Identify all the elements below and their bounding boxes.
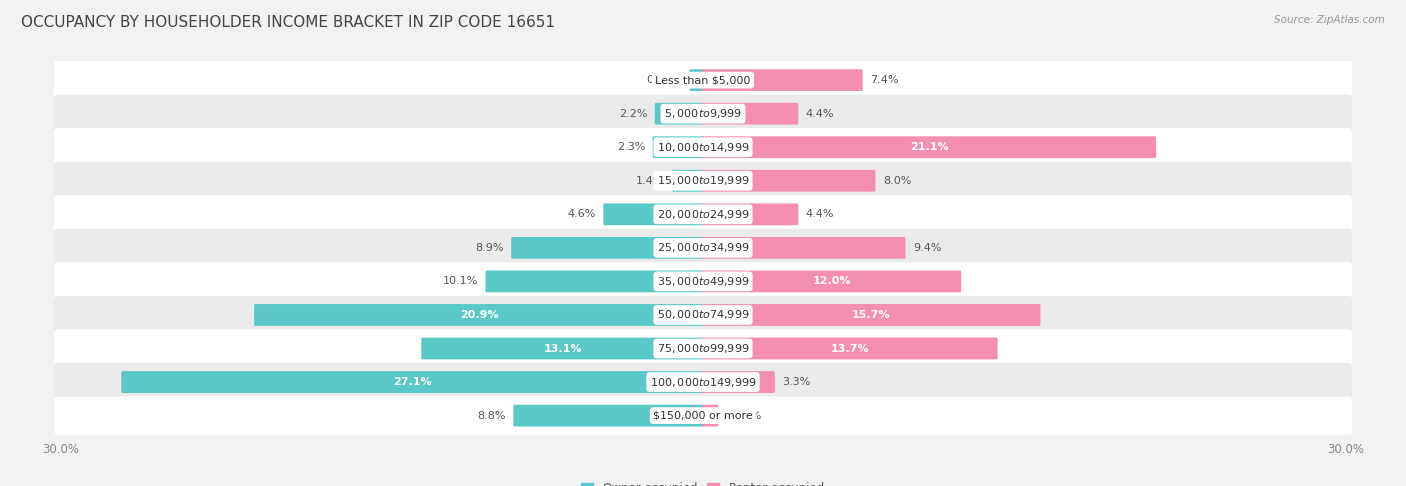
FancyBboxPatch shape bbox=[53, 363, 1353, 401]
FancyBboxPatch shape bbox=[422, 338, 704, 360]
Text: 2.2%: 2.2% bbox=[619, 109, 647, 119]
Text: 4.6%: 4.6% bbox=[568, 209, 596, 219]
Text: 13.1%: 13.1% bbox=[543, 344, 582, 353]
Text: $75,000 to $99,999: $75,000 to $99,999 bbox=[657, 342, 749, 355]
FancyBboxPatch shape bbox=[53, 195, 1353, 233]
Text: Source: ZipAtlas.com: Source: ZipAtlas.com bbox=[1274, 15, 1385, 25]
Text: 13.7%: 13.7% bbox=[831, 344, 869, 353]
Text: 12.0%: 12.0% bbox=[813, 277, 851, 286]
FancyBboxPatch shape bbox=[53, 229, 1353, 267]
FancyBboxPatch shape bbox=[702, 69, 863, 91]
FancyBboxPatch shape bbox=[702, 136, 1156, 158]
FancyBboxPatch shape bbox=[689, 69, 704, 91]
FancyBboxPatch shape bbox=[53, 296, 1353, 334]
Text: 0.58%: 0.58% bbox=[647, 75, 682, 85]
FancyBboxPatch shape bbox=[512, 237, 704, 259]
FancyBboxPatch shape bbox=[53, 330, 1353, 367]
Text: Less than $5,000: Less than $5,000 bbox=[655, 75, 751, 85]
Text: 10.1%: 10.1% bbox=[443, 277, 478, 286]
FancyBboxPatch shape bbox=[53, 162, 1353, 200]
FancyBboxPatch shape bbox=[485, 271, 704, 292]
Text: $5,000 to $9,999: $5,000 to $9,999 bbox=[664, 107, 742, 120]
Text: OCCUPANCY BY HOUSEHOLDER INCOME BRACKET IN ZIP CODE 16651: OCCUPANCY BY HOUSEHOLDER INCOME BRACKET … bbox=[21, 15, 555, 30]
FancyBboxPatch shape bbox=[702, 304, 1040, 326]
Text: 15.7%: 15.7% bbox=[852, 310, 890, 320]
FancyBboxPatch shape bbox=[702, 103, 799, 124]
FancyBboxPatch shape bbox=[702, 170, 876, 191]
Text: 8.9%: 8.9% bbox=[475, 243, 503, 253]
Text: $25,000 to $34,999: $25,000 to $34,999 bbox=[657, 242, 749, 254]
Text: 20.9%: 20.9% bbox=[460, 310, 498, 320]
FancyBboxPatch shape bbox=[655, 103, 704, 124]
FancyBboxPatch shape bbox=[702, 204, 799, 225]
FancyBboxPatch shape bbox=[702, 237, 905, 259]
Text: $35,000 to $49,999: $35,000 to $49,999 bbox=[657, 275, 749, 288]
Text: 1.4%: 1.4% bbox=[636, 176, 665, 186]
Text: $20,000 to $24,999: $20,000 to $24,999 bbox=[657, 208, 749, 221]
Text: $50,000 to $74,999: $50,000 to $74,999 bbox=[657, 309, 749, 321]
Text: 2.3%: 2.3% bbox=[617, 142, 645, 152]
Text: 4.4%: 4.4% bbox=[806, 209, 834, 219]
Text: 3.3%: 3.3% bbox=[782, 377, 810, 387]
FancyBboxPatch shape bbox=[53, 95, 1353, 133]
Text: 9.4%: 9.4% bbox=[912, 243, 942, 253]
FancyBboxPatch shape bbox=[702, 371, 775, 393]
Text: 0.67%: 0.67% bbox=[725, 411, 761, 420]
FancyBboxPatch shape bbox=[53, 61, 1353, 99]
Text: 7.4%: 7.4% bbox=[870, 75, 898, 85]
Text: 27.1%: 27.1% bbox=[394, 377, 432, 387]
Text: $10,000 to $14,999: $10,000 to $14,999 bbox=[657, 141, 749, 154]
FancyBboxPatch shape bbox=[702, 338, 998, 360]
Text: $100,000 to $149,999: $100,000 to $149,999 bbox=[650, 376, 756, 388]
FancyBboxPatch shape bbox=[603, 204, 704, 225]
Text: $15,000 to $19,999: $15,000 to $19,999 bbox=[657, 174, 749, 187]
FancyBboxPatch shape bbox=[121, 371, 704, 393]
Text: 21.1%: 21.1% bbox=[910, 142, 948, 152]
Text: 8.8%: 8.8% bbox=[478, 411, 506, 420]
Text: $150,000 or more: $150,000 or more bbox=[654, 411, 752, 420]
FancyBboxPatch shape bbox=[53, 128, 1353, 166]
FancyBboxPatch shape bbox=[702, 405, 718, 427]
FancyBboxPatch shape bbox=[53, 397, 1353, 434]
FancyBboxPatch shape bbox=[254, 304, 704, 326]
FancyBboxPatch shape bbox=[702, 271, 962, 292]
Text: 8.0%: 8.0% bbox=[883, 176, 911, 186]
Text: 4.4%: 4.4% bbox=[806, 109, 834, 119]
FancyBboxPatch shape bbox=[53, 262, 1353, 300]
FancyBboxPatch shape bbox=[513, 405, 704, 427]
Legend: Owner-occupied, Renter-occupied: Owner-occupied, Renter-occupied bbox=[576, 477, 830, 486]
FancyBboxPatch shape bbox=[672, 170, 704, 191]
FancyBboxPatch shape bbox=[652, 136, 704, 158]
